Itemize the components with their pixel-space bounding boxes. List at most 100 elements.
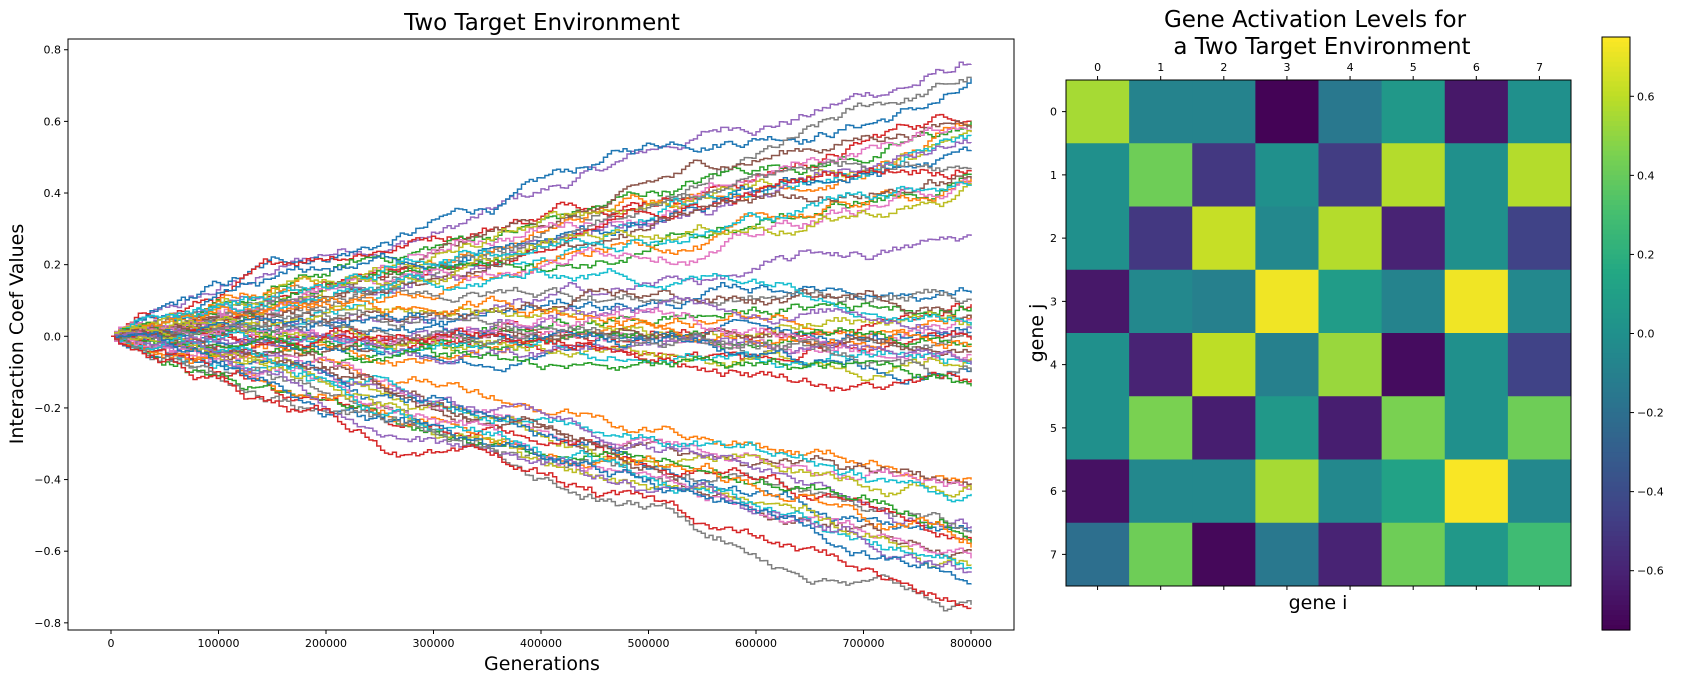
heatmap-cell (1066, 80, 1130, 144)
heatmap-cell (1129, 396, 1193, 460)
y-tick-label: −0.6 (34, 545, 61, 558)
colorbar-segment (1602, 343, 1630, 349)
colorbar-segment (1602, 318, 1630, 325)
colorbar-segment (1602, 595, 1630, 601)
heatmap-cell (1507, 333, 1572, 397)
heatmap-cell (1129, 206, 1193, 271)
heatmap-x-tick-label: 6 (1473, 61, 1480, 74)
colorbar-segment (1602, 289, 1630, 295)
series-line (111, 333, 972, 387)
colorbar-segment (1602, 313, 1630, 320)
colorbar-segment (1602, 165, 1630, 172)
colorbar-segment (1602, 526, 1630, 532)
series-line (111, 181, 972, 338)
colorbar-segment (1602, 175, 1630, 181)
colorbar-tick-label: 0.0 (1637, 328, 1655, 341)
colorbar-segment (1602, 135, 1630, 142)
colorbar-segment (1602, 625, 1630, 631)
colorbar-segment (1602, 61, 1630, 68)
colorbar-segment (1602, 471, 1630, 478)
colorbar-segment (1602, 447, 1630, 453)
colorbar-segment (1602, 565, 1630, 572)
colorbar-segment (1602, 452, 1630, 458)
colorbar-segment (1602, 224, 1630, 231)
series-line (111, 178, 972, 338)
colorbar-segment (1602, 160, 1630, 167)
colorbar-segment (1602, 56, 1630, 63)
x-tick-label: 500000 (628, 637, 670, 650)
heatmap-cell (1129, 333, 1193, 397)
colorbar-segment (1602, 284, 1630, 290)
colorbar-segment (1602, 37, 1630, 43)
colorbar-segment (1602, 279, 1630, 285)
heatmap-title-line1: Gene Activation Levels for (1164, 7, 1467, 33)
series-line (111, 304, 972, 342)
colorbar-segment (1602, 417, 1630, 424)
colorbar-segment (1602, 412, 1630, 419)
colorbar-segment (1602, 91, 1630, 97)
heatmap-cell (1507, 206, 1572, 271)
colorbar-segment (1602, 397, 1630, 404)
colorbar-segment (1602, 437, 1630, 443)
heatmap-cell (1507, 522, 1572, 587)
colorbar-segment (1602, 185, 1630, 191)
heatmap-y-tick-label: 5 (1050, 422, 1057, 435)
colorbar-segment (1602, 121, 1630, 127)
heatmap-cell (1255, 396, 1320, 460)
colorbar-segment (1602, 363, 1630, 369)
heatmap-cell (1066, 459, 1130, 524)
heatmap-y-tick-label: 7 (1050, 548, 1057, 561)
heatmap-cell (1066, 333, 1130, 397)
heatmap-xlabel: gene i (1289, 592, 1348, 614)
x-tick-label: 700000 (843, 637, 885, 650)
heatmap-cell (1507, 80, 1572, 144)
colorbar-segment (1602, 140, 1630, 147)
colorbar-segment (1602, 590, 1630, 597)
colorbar-segment (1602, 555, 1630, 562)
colorbar-segment (1602, 521, 1630, 527)
colorbar-segment (1602, 195, 1630, 201)
heatmap-cell (1444, 333, 1509, 397)
colorbar-segment (1602, 491, 1630, 498)
heatmap-title-line2: a Two Target Environment (1173, 34, 1470, 60)
colorbar-segment (1602, 41, 1630, 48)
heatmap-cell (1129, 459, 1193, 524)
colorbar-segment (1602, 125, 1630, 132)
colorbar-segment (1602, 81, 1630, 88)
colorbar-segment (1602, 442, 1630, 448)
colorbar-segment (1602, 338, 1630, 344)
x-tick-label: 100000 (198, 637, 240, 650)
heatmap-cell (1444, 80, 1509, 144)
colorbar-segment (1602, 560, 1630, 567)
line-chart-y-ticks: −0.8 −0.6 −0.4 −0.2 0.0 0.2 0.4 0.6 0.8 (34, 44, 68, 630)
series-line (111, 335, 972, 610)
heatmap-cell (1192, 333, 1256, 397)
line-chart-title: Two Target Environment (403, 10, 680, 36)
y-tick-label: 0.6 (44, 115, 62, 128)
series-line (111, 120, 972, 338)
series-line (111, 321, 972, 380)
heatmap-cell (1318, 522, 1383, 587)
colorbar-segment (1602, 76, 1630, 83)
series-line (111, 122, 972, 339)
colorbar-segment (1602, 205, 1630, 211)
heatmap-cell (1066, 522, 1130, 587)
series-line (111, 268, 972, 338)
heatmap-cell (1192, 206, 1256, 271)
colorbar-segment (1602, 51, 1630, 58)
colorbar-segment (1602, 308, 1630, 315)
colorbar-segment (1602, 180, 1630, 186)
heatmap-cell (1444, 143, 1509, 207)
x-tick-label: 800000 (950, 637, 992, 650)
colorbar-segment (1602, 190, 1630, 196)
heatmap-y-tick-label: 3 (1050, 295, 1057, 308)
colorbar-segment (1602, 501, 1630, 508)
heatmap-cell (1066, 269, 1130, 334)
colorbar-segment (1602, 229, 1630, 236)
x-tick-label: 300000 (413, 637, 455, 650)
colorbar-segment (1602, 368, 1630, 374)
x-tick-label: 600000 (735, 637, 777, 650)
series-line (111, 335, 972, 612)
colorbar-tick-label: 0.6 (1637, 90, 1655, 103)
series-line (111, 327, 972, 392)
